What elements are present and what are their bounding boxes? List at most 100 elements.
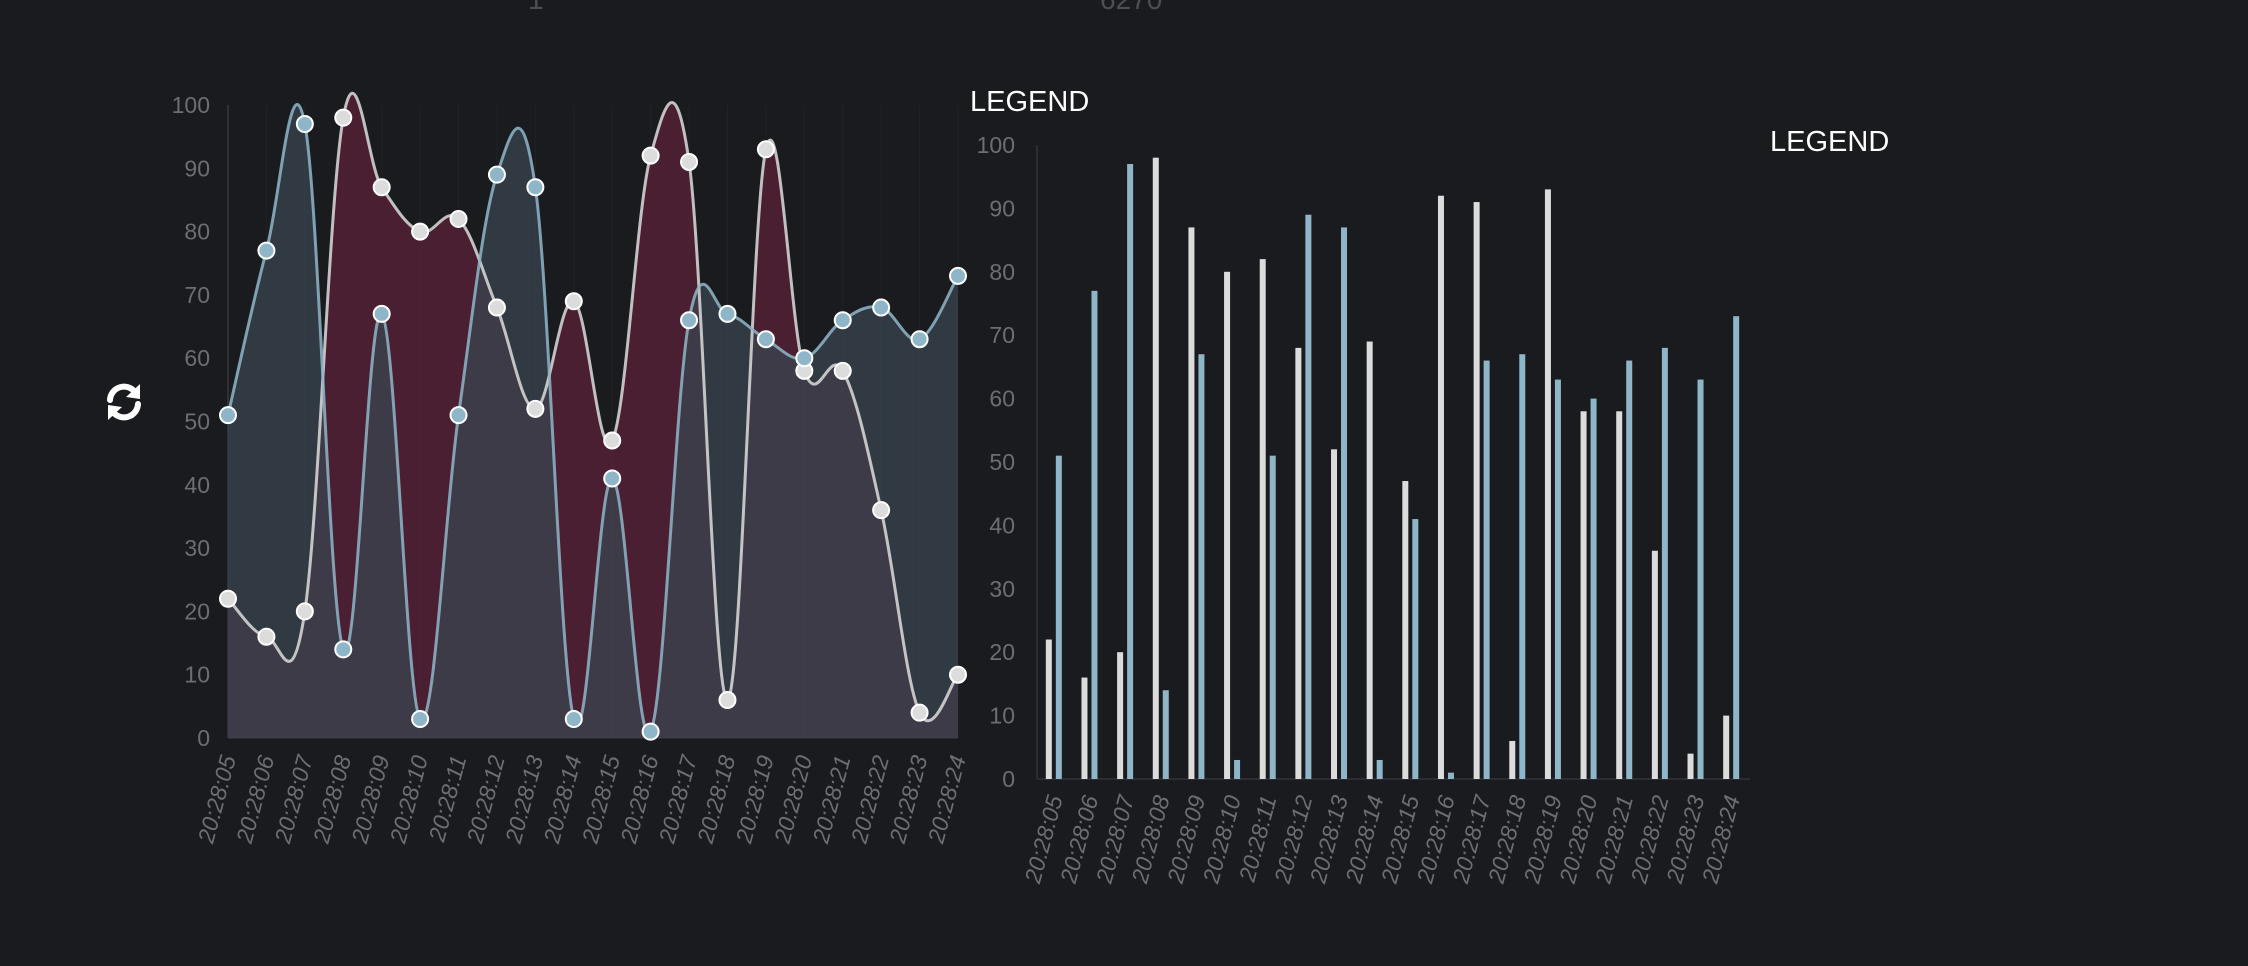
series-a-point [910,703,929,722]
y-tick-label: 30 [184,535,210,561]
series-a-bar [1259,259,1266,779]
header-left-text: 1 [528,0,544,16]
series-b-bar [1626,360,1633,779]
series-b-point [372,304,391,323]
y-tick-label: 0 [1002,766,1015,792]
series-a-point [257,627,276,646]
series-b-bar [1661,347,1668,779]
series-a-bar [1437,195,1444,780]
series-a-bar [1295,347,1302,779]
series-b-bar [1234,759,1241,779]
series-a-point [219,589,237,608]
series-a-point [449,209,468,228]
series-a-point [756,140,775,159]
series-a-point [372,178,391,197]
series-a-point [872,501,891,520]
series-a-point [411,222,430,241]
series-a-point [680,152,699,171]
series-b-point [795,349,814,368]
y-tick-label: 90 [989,195,1015,221]
series-b-bar [1554,379,1561,779]
series-b-bar [1162,690,1169,779]
series-a-bar [1188,227,1195,780]
series-a-bar [1224,271,1231,779]
y-tick-label: 100 [172,92,210,118]
series-b-point [334,640,353,659]
series-b-bar [1412,519,1419,779]
y-tick-label: 70 [184,282,210,308]
refresh-button[interactable] [102,380,146,424]
series-a-bar [1081,677,1088,779]
series-a-point [949,665,967,684]
series-b-bar [1127,164,1134,779]
series-a-point [295,602,314,621]
series-b-point [257,241,276,260]
series-b-point [295,114,314,133]
series-b-bar [1483,360,1490,779]
series-b-bar [1447,772,1454,779]
y-tick-label: 10 [184,662,210,688]
series-a-bar [1402,481,1409,779]
refresh-icon [107,383,141,421]
y-tick-label: 80 [989,259,1015,285]
series-a-point [526,399,545,418]
series-a-bar [1616,411,1623,779]
series-b-point [833,311,852,330]
y-tick-label: 40 [184,472,210,498]
y-tick-label: 0 [197,725,210,751]
series-a-point [718,691,737,710]
series-a-bar [1331,449,1338,779]
series-a-bar [1366,341,1373,779]
series-b-bar [1341,227,1348,780]
legend-title-bar-chart: LEGEND [1770,126,1890,158]
series-b-point [487,165,506,184]
series-b-point [718,304,737,323]
series-a-bar [1723,715,1730,779]
series-a-bar [1509,740,1516,779]
series-a-bar [1651,550,1658,779]
y-tick-label: 70 [989,322,1015,348]
series-b-point [411,710,430,729]
series-a-point [564,292,583,311]
series-b-point [949,266,967,285]
y-tick-label: 10 [989,703,1015,729]
series-a-point [487,298,506,317]
series-a-bar [1544,189,1551,779]
series-b-bar [1305,214,1312,780]
series-a-point [334,108,353,127]
series-b-point [756,330,775,349]
series-b-bar [1376,759,1383,779]
series-b-point [564,710,583,729]
series-a-bar [1152,157,1159,779]
series-b-bar [1091,290,1098,779]
series-b-point [603,469,622,488]
y-tick-label: 90 [184,155,210,181]
y-tick-label: 50 [184,409,210,435]
y-tick-label: 30 [989,576,1015,602]
series-a-bar [1045,639,1052,779]
series-b-bar [1590,398,1597,779]
y-tick-label: 60 [184,345,210,371]
series-b-bar [1519,354,1526,779]
series-b-point [526,178,545,197]
series-b-point [680,311,699,330]
series-b-bar [1269,455,1276,779]
series-a-point [641,146,660,165]
series-b-bar [1733,316,1740,779]
series-b-point [641,722,660,741]
series-a-bar [1117,652,1124,779]
series-a-bar [1687,753,1694,779]
legend-title-area-chart: LEGEND [970,86,1090,118]
series-b-point [219,406,237,425]
series-b-point [872,298,891,317]
y-tick-label: 50 [989,449,1015,475]
series-b-bar [1055,455,1062,779]
series-b-line [226,103,960,736]
header-center-text: 6270 [1100,0,1162,16]
y-tick-label: 100 [977,132,1015,158]
series-b-bar [1198,354,1205,779]
y-tick-label: 80 [184,219,210,245]
series-b-point [449,406,468,425]
